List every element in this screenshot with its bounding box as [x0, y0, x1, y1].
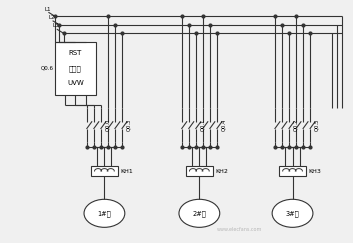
- Text: 变频器: 变频器: [69, 65, 82, 72]
- Text: www.elecfans.com: www.elecfans.com: [217, 226, 263, 232]
- Text: 1#泵: 1#泵: [98, 210, 111, 217]
- Bar: [55, 42, 96, 95]
- Text: KH2: KH2: [215, 169, 228, 174]
- Text: L3: L3: [53, 24, 59, 28]
- Circle shape: [272, 199, 313, 227]
- Text: Q0.1: Q0.1: [200, 119, 205, 131]
- Text: L1: L1: [44, 7, 51, 12]
- Text: Q0.4: Q0.4: [221, 119, 226, 131]
- Text: Q0.6: Q0.6: [41, 66, 53, 71]
- Circle shape: [84, 199, 125, 227]
- Text: Q0.5: Q0.5: [314, 119, 319, 131]
- Text: 3#泵: 3#泵: [286, 210, 299, 217]
- Bar: [279, 166, 306, 176]
- Bar: [186, 166, 213, 176]
- Text: 2#泵: 2#泵: [192, 210, 206, 217]
- Text: RST: RST: [69, 51, 82, 56]
- Text: Q0.3: Q0.3: [126, 119, 131, 131]
- Circle shape: [179, 199, 220, 227]
- Text: Q0.2: Q0.2: [293, 119, 298, 131]
- Text: KH3: KH3: [309, 169, 321, 174]
- Bar: [91, 166, 118, 176]
- Text: KH1: KH1: [120, 169, 133, 174]
- Text: L2: L2: [48, 15, 55, 20]
- Text: UVW: UVW: [67, 80, 84, 86]
- Text: Q0.0: Q0.0: [105, 119, 110, 131]
